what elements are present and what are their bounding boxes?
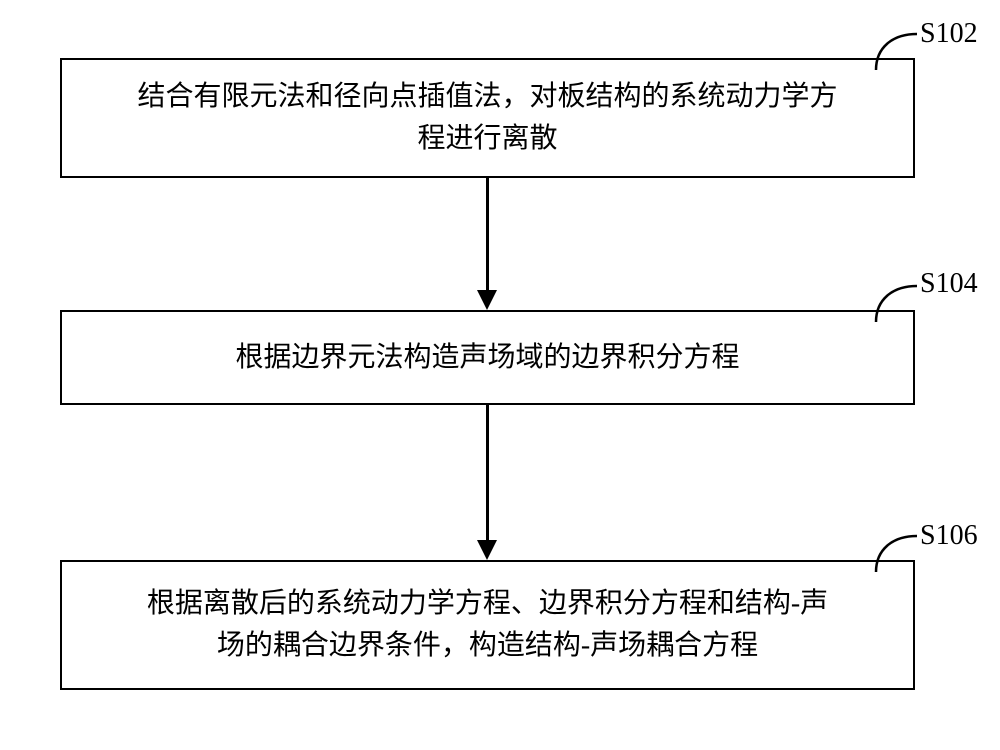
step-text-line1: 根据离散后的系统动力学方程、边界积分方程和结构-声 [147,588,828,619]
flowchart-canvas: 结合有限元法和径向点插值法，对板结构的系统动力学方 程进行离散 S102 根据边… [0,0,1000,750]
step-text-line1: 根据边界元法构造声场域的边界积分方程 [235,342,739,373]
arrow-s102-s104-line [486,178,489,292]
arrow-s102-s104-head [477,290,497,310]
arrow-s104-s106-head [477,540,497,560]
step-text-s106: 根据离散后的系统动力学方程、边界积分方程和结构-声 场的耦合边界条件，构造结构-… [147,583,828,667]
step-text-line1: 结合有限元法和径向点插值法，对板结构的系统动力学方 [137,81,837,112]
step-label-s104: S104 [920,268,978,300]
step-text-line2: 场的耦合边界条件，构造结构-声场耦合方程 [217,630,758,661]
step-text-s102: 结合有限元法和径向点插值法，对板结构的系统动力学方 程进行离散 [137,76,837,160]
step-box-s102: 结合有限元法和径向点插值法，对板结构的系统动力学方 程进行离散 [60,58,915,178]
step-box-s106: 根据离散后的系统动力学方程、边界积分方程和结构-声 场的耦合边界条件，构造结构-… [60,560,915,690]
step-text-line2: 程进行离散 [417,123,557,154]
step-text-s104: 根据边界元法构造声场域的边界积分方程 [235,337,739,379]
step-box-s104: 根据边界元法构造声场域的边界积分方程 [60,310,915,405]
step-label-s106: S106 [920,520,978,552]
step-label-s102: S102 [920,18,978,50]
arrow-s104-s106-line [486,405,489,542]
